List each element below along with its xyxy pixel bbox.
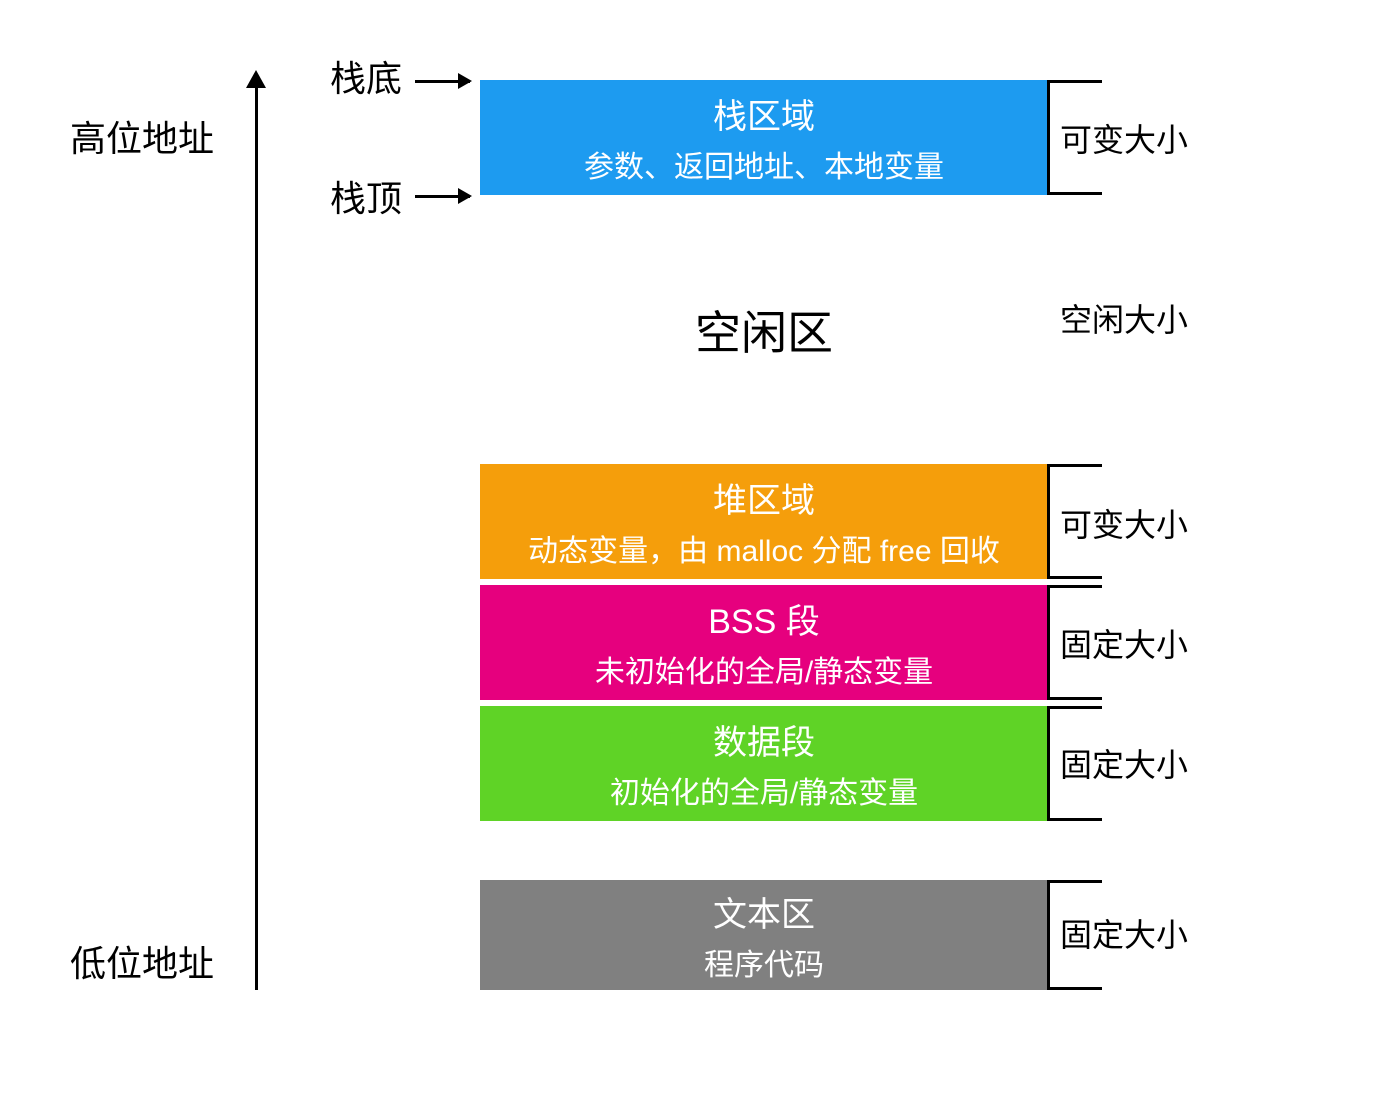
bss-segment-desc: 未初始化的全局/静态变量 bbox=[595, 647, 933, 691]
data-segment-desc: 初始化的全局/静态变量 bbox=[610, 768, 918, 812]
bss-segment: BSS 段 未初始化的全局/静态变量 bbox=[480, 585, 1048, 700]
boundary-line bbox=[1047, 576, 1102, 579]
text-size-label: 固定大小 bbox=[1060, 910, 1188, 956]
data-segment: 数据段 初始化的全局/静态变量 bbox=[480, 706, 1048, 821]
memory-layout-diagram: 高位地址 低位地址 栈底 栈顶 栈区域 参数、返回地址、本地变量 空闲区 堆区域… bbox=[0, 0, 1400, 1108]
boundary-line bbox=[1047, 706, 1102, 709]
boundary-line bbox=[1047, 585, 1050, 700]
free-area-size-label: 空闲大小 bbox=[1060, 295, 1188, 341]
boundary-line bbox=[1047, 192, 1102, 195]
heap-segment: 堆区域 动态变量，由 malloc 分配 free 回收 bbox=[480, 464, 1048, 579]
boundary-line bbox=[1047, 880, 1102, 883]
heap-segment-desc: 动态变量，由 malloc 分配 free 回收 bbox=[528, 526, 1000, 570]
boundary-line bbox=[1047, 464, 1102, 467]
stack-segment: 栈区域 参数、返回地址、本地变量 bbox=[480, 80, 1048, 195]
heap-size-label: 可变大小 bbox=[1060, 500, 1188, 546]
data-segment-title: 数据段 bbox=[713, 715, 815, 764]
stack-bottom-label: 栈底 bbox=[330, 50, 402, 102]
text-segment-title: 文本区 bbox=[713, 887, 815, 936]
boundary-line bbox=[1047, 818, 1102, 821]
boundary-line bbox=[1047, 464, 1050, 579]
low-address-label: 低位地址 bbox=[70, 935, 214, 987]
high-address-label: 高位地址 bbox=[70, 110, 214, 162]
address-axis-arrow-icon bbox=[246, 70, 266, 88]
bss-segment-title: BSS 段 bbox=[708, 594, 819, 643]
boundary-line bbox=[1047, 706, 1050, 821]
boundary-line bbox=[1047, 80, 1050, 195]
boundary-line bbox=[1047, 880, 1050, 990]
data-size-label: 固定大小 bbox=[1060, 740, 1188, 786]
boundary-line bbox=[1047, 987, 1102, 990]
stack-bottom-arrow-icon bbox=[415, 80, 470, 83]
boundary-line bbox=[1047, 80, 1102, 83]
boundary-line bbox=[1047, 585, 1102, 588]
bss-size-label: 固定大小 bbox=[1060, 620, 1188, 666]
text-segment-desc: 程序代码 bbox=[704, 940, 824, 984]
address-axis-line bbox=[255, 80, 258, 990]
text-segment: 文本区 程序代码 bbox=[480, 880, 1048, 990]
stack-size-label: 可变大小 bbox=[1060, 115, 1188, 161]
stack-top-arrow-icon bbox=[415, 195, 470, 198]
free-area-label: 空闲区 bbox=[480, 265, 1048, 395]
heap-segment-title: 堆区域 bbox=[713, 473, 815, 522]
stack-top-label: 栈顶 bbox=[330, 170, 402, 222]
stack-segment-title: 栈区域 bbox=[713, 89, 815, 138]
stack-segment-desc: 参数、返回地址、本地变量 bbox=[584, 142, 944, 186]
boundary-line bbox=[1047, 697, 1102, 700]
